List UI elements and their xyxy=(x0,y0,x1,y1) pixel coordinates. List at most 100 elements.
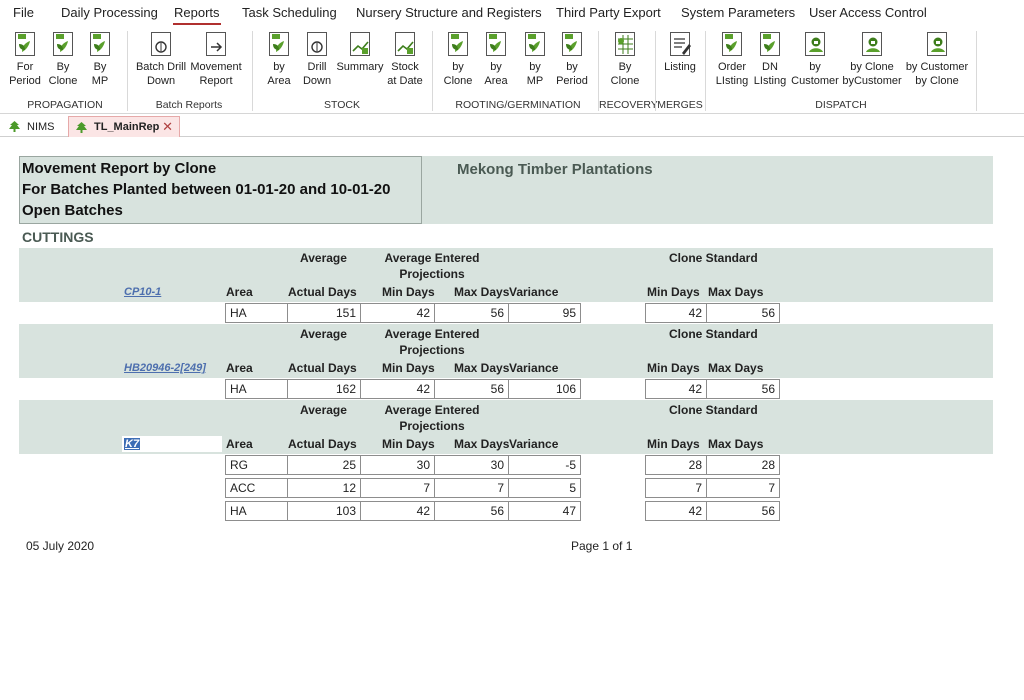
page-number: Page 1 of 1 xyxy=(571,539,633,553)
cell-variance: 106 xyxy=(508,379,581,399)
stock-summary-button[interactable]: Summary xyxy=(336,31,384,74)
cell-std-min: 42 xyxy=(645,379,707,399)
rooting-by-area-button[interactable]: by Area xyxy=(480,31,512,88)
header-max-days: Max Days xyxy=(454,437,510,451)
group-batch-reports: Batch Reports xyxy=(155,99,223,111)
rooting-by-clone-button[interactable]: by Clone xyxy=(441,31,475,88)
rooting-by-mp-button[interactable]: by MP xyxy=(520,31,550,88)
header-actual-days: Actual Days xyxy=(288,437,357,451)
report-title: Movement Report by Clone xyxy=(22,160,217,177)
cell-area: ACC xyxy=(225,478,288,498)
stock-by-area-button[interactable]: by Area xyxy=(264,31,294,88)
app-icon xyxy=(8,120,21,133)
ribbon-button-label: Listing xyxy=(664,61,696,73)
ribbon-button-label: Order LIsting xyxy=(715,61,749,87)
header-area: Area xyxy=(226,285,253,299)
menu-daily-processing[interactable]: Daily Processing xyxy=(61,5,158,20)
group-rooting-germination: ROOTING/GERMINATION xyxy=(455,99,581,111)
cell-variance: -5 xyxy=(508,455,581,475)
menu-nursery-structure[interactable]: Nursery Structure and Registers xyxy=(356,5,542,20)
header-std-max-days: Max Days xyxy=(708,361,764,375)
cell-max: 56 xyxy=(434,501,509,521)
menu-task-scheduling[interactable]: Task Scheduling xyxy=(242,5,337,20)
header-std-max-days: Max Days xyxy=(708,285,764,299)
header-projections: Projections xyxy=(399,343,465,357)
dispatch-order-listing-button[interactable]: Order LIsting xyxy=(715,31,749,88)
ribbon-separator xyxy=(127,31,128,111)
tab-nims[interactable]: NIMS xyxy=(2,116,66,137)
cell-max: 56 xyxy=(434,379,509,399)
header-average: Average xyxy=(300,251,347,265)
cell-std-max: 7 xyxy=(706,478,780,498)
header-area: Area xyxy=(226,437,253,451)
ribbon-button-label: by Clone byCustomer xyxy=(842,61,902,87)
header-average: Average xyxy=(300,327,347,341)
header-std-min-days: Min Days xyxy=(647,361,700,375)
cell-min: 42 xyxy=(360,501,435,521)
menu-reports[interactable]: Reports xyxy=(173,5,221,25)
menu-user-access-control[interactable]: User Access Control xyxy=(809,5,927,20)
company-name: Mekong Timber Plantations xyxy=(457,161,653,178)
propagation-by-clone-button[interactable]: By Clone xyxy=(47,31,79,88)
cell-std-min: 7 xyxy=(645,478,707,498)
tab-tl-mainrep[interactable]: TL_MainRep ✕ xyxy=(68,116,180,137)
report-subtitle: For Batches Planted between 01-01-20 and… xyxy=(22,181,391,198)
header-area: Area xyxy=(226,361,253,375)
clone-name-link[interactable]: K7 xyxy=(124,438,141,450)
header-projections: Projections xyxy=(399,419,465,433)
header-actual-days: Actual Days xyxy=(288,361,357,375)
dispatch-dn-listing-button[interactable]: DN LIsting xyxy=(753,31,787,88)
stock-at-date-button[interactable]: Stock at Date xyxy=(387,31,423,88)
propagation-by-mp-button[interactable]: By MP xyxy=(85,31,115,88)
ribbon: PROPAGATION Batch Reports STOCK ROOTING/… xyxy=(0,27,1024,114)
tab-label: NIMS xyxy=(27,120,55,133)
propagation-for-period-button[interactable]: For Period xyxy=(8,31,42,88)
rooting-by-period-button[interactable]: by Period xyxy=(553,31,591,88)
clone-name-field xyxy=(122,436,222,452)
clone-name-link[interactable]: HB20946-2[249] xyxy=(124,362,206,374)
cell-std-min: 42 xyxy=(645,303,707,323)
merges-listing-button[interactable]: Listing xyxy=(660,31,700,74)
clone-header-band xyxy=(19,248,993,302)
chart-doc-icon xyxy=(393,31,417,57)
stock-drill-down-button[interactable]: Drill Down xyxy=(300,31,334,88)
ribbon-button-label: By MP xyxy=(91,61,109,87)
recovery-by-clone-button[interactable]: By Clone xyxy=(608,31,642,88)
leaf-doc-icon xyxy=(88,31,112,57)
ribbon-button-label: by Clone xyxy=(443,61,473,87)
header-variance: Variance xyxy=(509,285,559,299)
ribbon-separator xyxy=(598,31,599,111)
dispatch-by-customer-button[interactable]: by Customer xyxy=(790,31,840,88)
group-propagation: PROPAGATION xyxy=(27,99,103,111)
cell-actual: 162 xyxy=(287,379,361,399)
report-filter: Open Batches xyxy=(22,202,123,219)
tab-label: TL_MainRep xyxy=(94,121,160,133)
cell-max: 56 xyxy=(434,303,509,323)
cell-actual: 151 xyxy=(287,303,361,323)
cell-std-max: 56 xyxy=(706,303,780,323)
dispatch-by-customer-by-clone-button[interactable]: by Customer by Clone xyxy=(904,31,970,88)
ribbon-button-label: Summary xyxy=(336,61,384,73)
close-icon[interactable]: ✕ xyxy=(162,119,173,134)
ribbon-separator xyxy=(655,31,656,111)
leaf-doc-icon xyxy=(484,31,508,57)
dispatch-by-clone-by-customer-button[interactable]: by Clone byCustomer xyxy=(841,31,903,88)
clone-header-band xyxy=(19,324,993,378)
menu-system-parameters[interactable]: System Parameters xyxy=(681,5,796,20)
clone-name-link[interactable]: CP10-1 xyxy=(124,286,162,298)
batch-drill-down-button[interactable]: Batch Drill Down xyxy=(134,31,188,88)
movement-report-button[interactable]: Movement Report xyxy=(187,31,245,88)
group-merges: MERGES xyxy=(657,99,703,111)
menu-third-party-export[interactable]: Third Party Export xyxy=(556,5,661,20)
header-clone-standard: Clone Standard xyxy=(669,327,758,341)
cell-area: HA xyxy=(225,501,288,521)
cell-max: 7 xyxy=(434,478,509,498)
header-min-days: Min Days xyxy=(382,285,435,299)
cell-variance: 47 xyxy=(508,501,581,521)
menu-file[interactable]: File xyxy=(13,5,34,20)
header-variance: Variance xyxy=(509,361,559,375)
leaf-doc-icon xyxy=(523,31,547,57)
cell-min: 42 xyxy=(360,303,435,323)
menu-bar: File Daily Processing Reports Task Sched… xyxy=(0,0,1024,26)
header-average: Average xyxy=(300,403,347,417)
